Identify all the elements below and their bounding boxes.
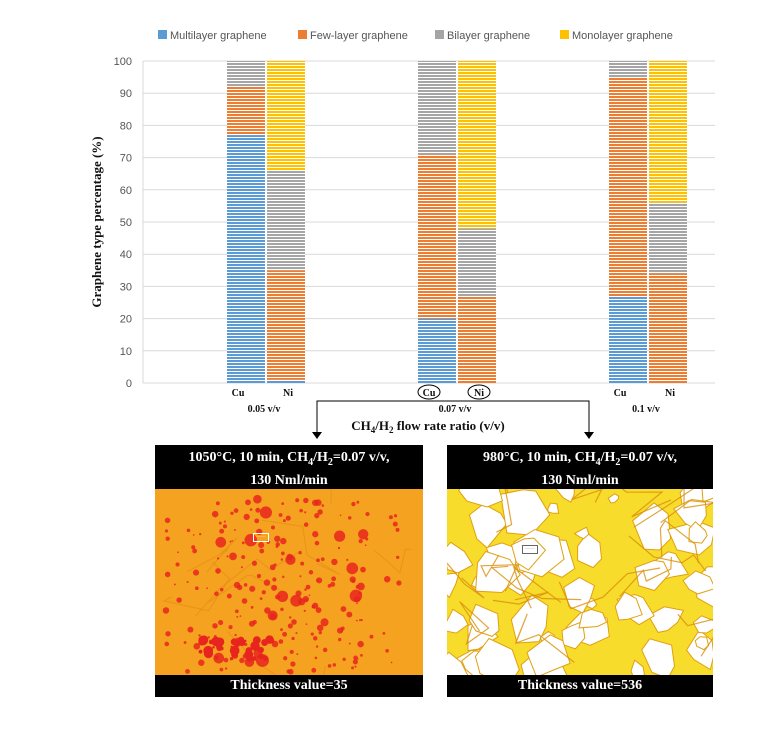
catalyst-label: Ni	[474, 388, 484, 399]
right-thickness-label: Thickness value=536	[447, 675, 713, 697]
catalyst-label: Cu	[614, 388, 627, 399]
y-tick-label: 60	[120, 185, 132, 197]
scale-bar: ·····	[253, 533, 269, 542]
catalyst-circle	[417, 384, 441, 400]
bar-segment-multilayer	[418, 318, 456, 383]
x-axis-label: CH4/H2 flow rate ratio (v/v)	[351, 418, 504, 435]
legend-label: Bilayer graphene	[447, 30, 530, 42]
y-tick-label: 10	[120, 346, 132, 358]
chart-bars	[227, 61, 687, 383]
legend-label: Monolayer graphene	[572, 30, 673, 42]
bar-segment-few	[267, 270, 305, 380]
bar-segment-few	[418, 154, 456, 319]
bar-segment-bilayer	[418, 61, 456, 155]
group-label: 0.1 v/v	[632, 404, 660, 415]
catalyst-label: Cu	[423, 388, 436, 399]
arrows	[316, 400, 590, 433]
bar-segment-bilayer	[458, 228, 496, 297]
bar-segment-monolayer	[649, 61, 687, 203]
y-tick-label: 0	[126, 378, 132, 390]
y-tick-label: 90	[120, 88, 132, 100]
legend-item-multilayer: Multilayer graphene	[158, 30, 267, 42]
catalyst-label: Ni	[665, 388, 675, 399]
bar-segment-few	[609, 77, 647, 297]
y-axis-label: Graphene type percentage (%)	[89, 136, 104, 307]
y-tick-label: 20	[120, 314, 132, 326]
arrow-left-head	[312, 432, 322, 439]
y-tick-label: 100	[114, 56, 132, 68]
bar-segment-multilayer	[609, 296, 647, 383]
legend-item-few: Few-layer graphene	[298, 30, 408, 42]
y-axis-ticks: 0 10 20 30 40 50 60 70 80 90 100	[114, 56, 132, 390]
bar-segment-few	[458, 296, 496, 383]
group-label: 0.05 v/v	[248, 404, 281, 415]
legend-label: Few-layer graphene	[310, 30, 408, 42]
stacked-bar-chart: Multilayer graphene Few-layer graphene Bil…	[89, 30, 715, 439]
bar-segment-multilayer	[267, 379, 305, 383]
bar-segment-few	[227, 86, 265, 136]
legend-item-bilayer: Bilayer graphene	[435, 30, 530, 42]
group-label: 0.07 v/v	[439, 404, 472, 415]
bar-segment-multilayer	[227, 135, 265, 383]
bar-segment-bilayer	[267, 170, 305, 271]
bar-segment-bilayer	[649, 202, 687, 274]
catalyst-label: Cu	[232, 388, 245, 399]
legend-swatch	[560, 30, 569, 39]
y-tick-label: 40	[120, 249, 132, 261]
bar-segment-monolayer	[267, 61, 305, 171]
legend-swatch	[435, 30, 444, 39]
right-micrograph-image: ·····	[447, 489, 713, 675]
x-axis-labels: Cu Ni0.05 v/vCu Ni0.07 v/vCu Ni0.1 v/v	[232, 384, 675, 415]
arrow-right-head	[584, 432, 594, 439]
y-tick-label: 30	[120, 281, 132, 293]
legend-item-monolayer: Monolayer graphene	[560, 30, 673, 42]
left-micrograph-image: ·····	[155, 489, 423, 675]
y-tick-label: 70	[120, 153, 132, 165]
legend-swatch	[158, 30, 167, 39]
left-thickness-label: Thickness value=35	[155, 675, 423, 697]
right-panel-caption: 980°C, 10 min, CH4/H2=0.07 v/v, 130 Nml/…	[447, 445, 713, 489]
scale-bar: ·····	[522, 545, 538, 554]
bar-segment-monolayer	[458, 61, 496, 229]
legend-label: Multilayer graphene	[170, 30, 267, 42]
bar-segment-few	[649, 273, 687, 383]
bar-segment-bilayer	[609, 61, 647, 78]
y-tick-label: 50	[120, 217, 132, 229]
legend-swatch	[298, 30, 307, 39]
catalyst-circle	[467, 384, 491, 400]
left-panel-caption: 1050°C, 10 min, CH4/H2=0.07 v/v, 130 Nml…	[155, 445, 423, 489]
bar-segment-bilayer	[227, 61, 265, 87]
catalyst-label: Ni	[283, 388, 293, 399]
chart-legend: Multilayer graphene Few-layer graphene Bil…	[158, 30, 673, 42]
y-tick-label: 80	[120, 120, 132, 132]
